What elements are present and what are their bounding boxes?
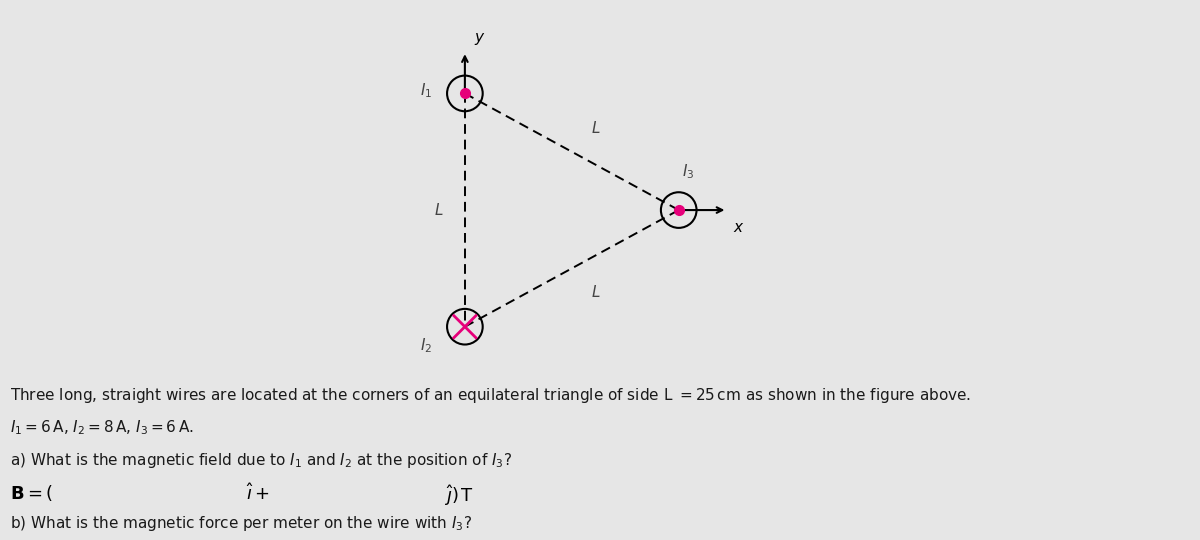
Text: L: L [434, 202, 443, 218]
Text: $I_3$: $I_3$ [682, 162, 695, 181]
Text: L: L [592, 285, 600, 300]
Text: Three long, straight wires are located at the corners of an equilateral triangle: Three long, straight wires are located a… [10, 386, 971, 405]
Text: y: y [475, 30, 484, 45]
Text: x: x [734, 220, 743, 235]
Text: a) What is the magnetic field due to $I_1$ and $I_2$ at the position of $I_3$?: a) What is the magnetic field due to $I_… [10, 451, 511, 470]
Text: $\hat{\imath}+$: $\hat{\imath}+$ [246, 483, 270, 504]
Text: $I_2$: $I_2$ [420, 336, 432, 355]
Text: $I_1$: $I_1$ [420, 81, 432, 99]
Text: $\mathbf{B} = ($: $\mathbf{B} = ($ [10, 483, 53, 503]
Text: $I_1 = 6\,\mathrm{A}$, $I_2 = 8\,\mathrm{A}$, $I_3 = 6\,\mathrm{A}$.: $I_1 = 6\,\mathrm{A}$, $I_2 = 8\,\mathrm… [10, 418, 193, 437]
Text: $\hat{\jmath})\,\mathrm{T}$: $\hat{\jmath})\,\mathrm{T}$ [444, 483, 474, 508]
Text: b) What is the magnetic force per meter on the wire with $I_3$?: b) What is the magnetic force per meter … [10, 514, 472, 533]
Text: L: L [592, 120, 600, 136]
